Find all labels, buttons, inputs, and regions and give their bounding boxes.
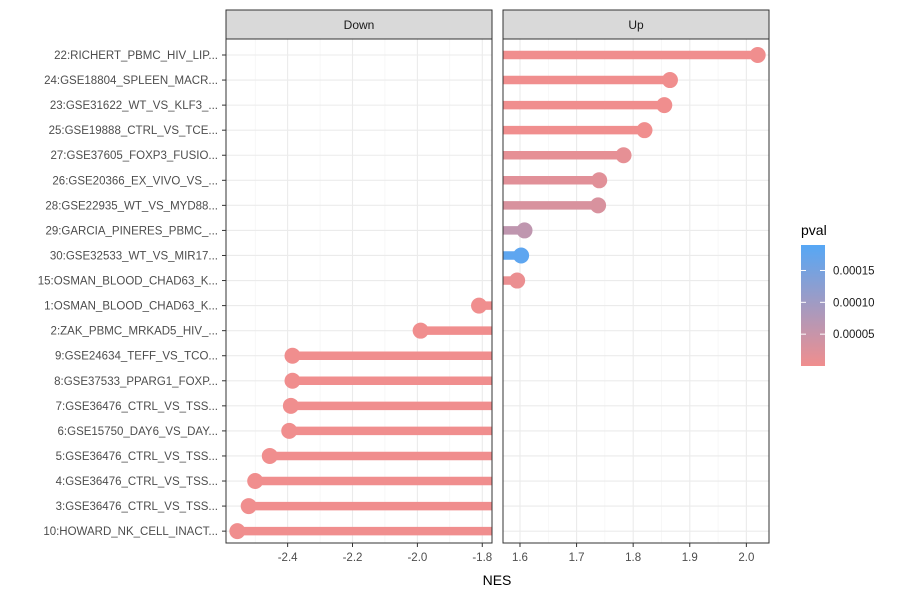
y-axis-labels: 22:RICHERT_PBMC_HIV_LIP... 24:GSE18804_SP… [38,50,226,538]
y-tick-label: 22:RICHERT_PBMC_HIV_LIP... [54,50,218,62]
y-tick-label: 8:GSE37533_PPARG1_FOXP... [54,376,218,388]
facet-panels [226,39,769,543]
legend-tick-label: 0.00015 [833,265,875,277]
lollipop-point [590,197,607,214]
lollipop-point [516,222,533,239]
legend-title: pval [801,222,827,238]
legend: pval 0.00005 0.00010 0.00015 [801,222,875,366]
x-tick-label: -1.8 [472,552,492,564]
y-tick-label: 23:GSE31622_WT_VS_KLF3_... [50,100,218,112]
y-tick-label: 2:ZAK_PBMC_MRKAD5_HIV_... [51,326,218,338]
x-tick-label: 1.6 [512,552,528,564]
y-tick-label: 27:GSE37605_FOXP3_FUSIO... [51,150,218,162]
y-tick-label: 15:OSMAN_BLOOD_CHAD63_K... [38,276,218,288]
x-tick-label: -2.2 [343,552,363,564]
lollipop-point [282,397,299,414]
x-tick-label: 1.9 [682,552,698,564]
lollipop-point [509,272,526,289]
lollipop-point [656,97,673,114]
lollipop-point [261,447,278,464]
y-tick-label: 1:OSMAN_BLOOD_CHAD63_K... [44,301,218,313]
y-tick-label: 3:GSE36476_CTRL_VS_TSS... [56,501,218,513]
facet-strip [225,9,493,40]
y-tick-label: 6:GSE15750_DAY6_VS_DAY... [58,426,218,438]
panel-background [226,39,492,543]
x-tick-label: -2.0 [407,552,427,564]
y-tick-label: 10:HOWARD_NK_CELL_INACT... [43,526,218,538]
lollipop-point [513,247,530,264]
lollipop-point [749,47,766,63]
lollipop-point [471,297,488,314]
y-tick-label: 5:GSE36476_CTRL_VS_TSS... [56,451,218,463]
y-tick-label: 7:GSE36476_CTRL_VS_TSS... [56,401,218,413]
facet-strip-label: Up [628,18,644,32]
y-tick-label: 29:GARCIA_PINERES_PBMC_... [45,225,218,237]
lollipop-point [636,122,653,139]
y-tick-label: 25:GSE19888_CTRL_VS_TCE... [49,125,218,137]
lollipop-point [229,523,246,540]
x-tick-label: -2.4 [278,552,298,564]
x-tick-label: 1.7 [569,552,585,564]
lollipop-point [661,72,678,89]
lollipop-point [247,473,264,490]
chart-marks [229,47,766,540]
x-axis-title: NES [483,572,512,588]
legend-colorbar [801,245,825,366]
legend-tick-label: 0.00010 [833,297,875,309]
panel-background [503,39,769,543]
lollipop-point [591,172,608,189]
legend-tick-label: 0.00005 [833,329,875,341]
lollipop-point [240,498,257,515]
panel-frames: Down Up [225,9,770,544]
y-tick-label: 26:GSE20366_EX_VIVO_VS_... [52,175,218,187]
lollipop-point [281,422,298,439]
lollipop-point [615,147,632,164]
panel-border [502,38,770,544]
facet-strip-label: Down [344,18,375,32]
y-tick-label: 28:GSE22935_WT_VS_MYD88... [45,200,218,212]
x-axis: NES -2.4 -2.2 -2.0 -1.8 1.6 1.7 1.8 1.9 2.0 [278,543,754,588]
x-tick-label: 1.8 [625,552,641,564]
y-tick-label: 24:GSE18804_SPLEEN_MACR... [44,75,218,87]
lollipop-point [284,347,301,364]
lollipop-point [412,322,429,339]
y-tick-label: 4:GSE36476_CTRL_VS_TSS... [56,476,218,488]
y-tick-label: 9:GSE24634_TEFF_VS_TCO... [55,351,218,363]
panel-border [225,38,493,544]
lollipop-point [284,372,301,389]
x-tick-label: 2.0 [738,552,754,564]
y-tick-label: 30:GSE32533_WT_VS_MIR17... [50,250,218,262]
